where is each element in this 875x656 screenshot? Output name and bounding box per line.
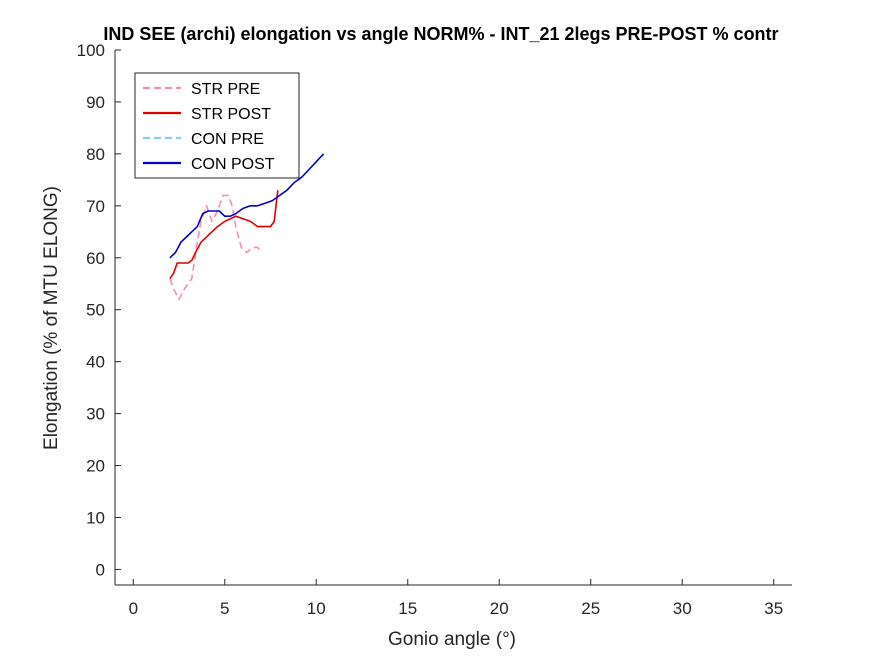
x-tick-label: 35 (764, 599, 783, 618)
y-tick-label: 70 (86, 197, 105, 216)
series-line-4 (169, 153, 325, 259)
y-tick-label: 0 (96, 560, 105, 579)
series-line-1 (169, 194, 263, 301)
y-tick-label: 90 (86, 93, 105, 112)
legend-label: STR PRE (191, 81, 260, 98)
y-tick-label: 40 (86, 353, 105, 372)
legend-label: CON PRE (191, 131, 264, 148)
chart-title: IND SEE (archi) elongation vs angle NORM… (103, 24, 778, 44)
legend: STR PRE STR POST CON PRE CON POST (134, 72, 300, 179)
x-tick-label: 30 (673, 599, 692, 618)
y-tick-label: 30 (86, 405, 105, 424)
x-tick-label: 5 (220, 599, 229, 618)
x-tick-label: 10 (307, 599, 326, 618)
y-tick-label: 20 (86, 457, 105, 476)
y-axis-label: Elongation (% of MTU ELONG) (41, 186, 62, 450)
legend-label: STR POST (191, 106, 271, 123)
series-line-2 (169, 190, 279, 279)
x-tick-label: 25 (581, 599, 600, 618)
y-tick-label: 10 (86, 508, 105, 527)
y-tick-label: 50 (86, 301, 105, 320)
y-tick-label: 60 (86, 249, 105, 268)
y-tick-label: 80 (86, 145, 105, 164)
axes: 0 5 10 15 20 25 30 35 0 10 20 30 40 50 60 70 80 90 100 (77, 41, 792, 618)
legend-label: CON POST (191, 156, 275, 173)
x-tick-label: 15 (398, 599, 417, 618)
y-tick-label: 100 (77, 41, 105, 60)
x-tick-label: 0 (129, 599, 138, 618)
series-layer (169, 153, 325, 301)
x-axis-label: Gonio angle (°) (388, 629, 516, 650)
legend-box (134, 72, 300, 179)
x-tick-label: 20 (490, 599, 509, 618)
